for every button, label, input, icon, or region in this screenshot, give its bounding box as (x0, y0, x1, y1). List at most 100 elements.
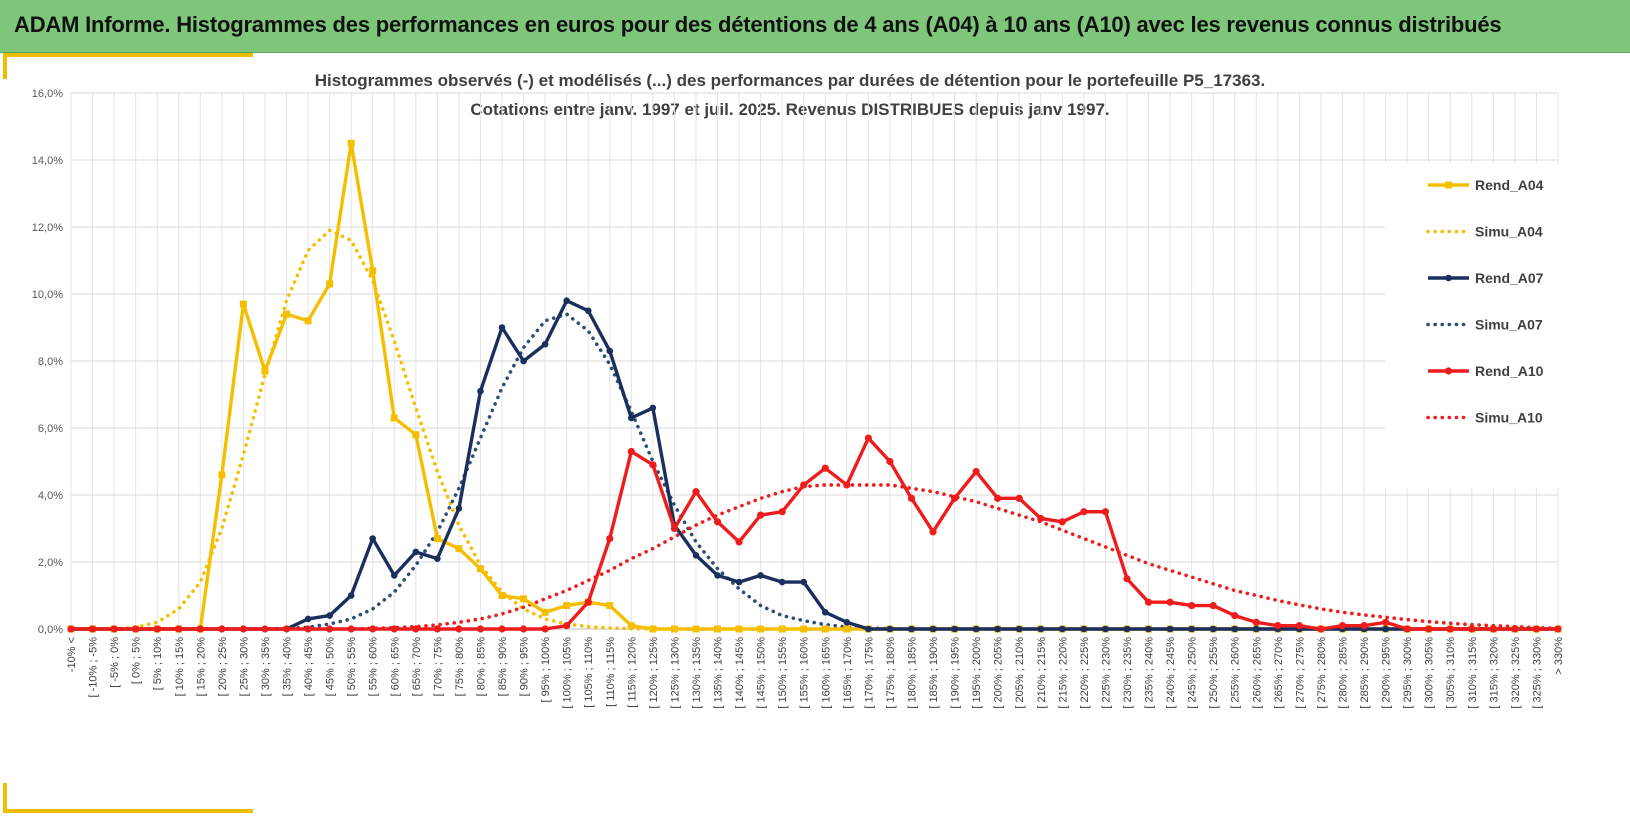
data-point (994, 625, 1001, 633)
chart-subtitle: Cotations entre janv. 1997 et juil. 2025… (470, 100, 1109, 119)
data-point (908, 625, 915, 633)
x-tick-label: [ 150% ; 155% (777, 637, 789, 709)
data-point (1037, 625, 1045, 633)
x-tick-label: [ 155% ; 160% (799, 637, 811, 709)
data-point (218, 625, 226, 633)
chart-title: Histogrammes observés (-) et modélisés (… (315, 71, 1265, 90)
x-tick-label: [ 290% ; 295% (1381, 637, 1393, 709)
x-tick-label: [ 80% ; 85% (475, 637, 487, 697)
data-point (1037, 514, 1045, 523)
data-point (455, 625, 463, 633)
data-point (1059, 625, 1066, 633)
data-point (843, 481, 851, 489)
x-tick-label: [ 180% ; 185% (906, 637, 918, 709)
legend-item: Rend_A04 (1428, 177, 1544, 193)
series-simu-a04 (69, 228, 1560, 631)
series-line (71, 298, 1558, 631)
x-axis: -10% < [ -10% ; -5% [ -5% ; 0% [ 0% ; 5% [ 5… (66, 637, 1565, 709)
x-tick-label: [ 235% ; 240% (1144, 637, 1156, 709)
x-tick-label: [ 295% ; 300% (1402, 637, 1414, 709)
data-point (1468, 625, 1476, 633)
y-tick-label: 4,0% (38, 490, 63, 502)
x-tick-label: [ 35% ; 40% (282, 637, 294, 697)
series-rend-a07 (67, 297, 1562, 633)
data-point (929, 625, 937, 633)
data-point (907, 494, 916, 502)
data-point (1102, 625, 1109, 633)
data-point (519, 625, 528, 633)
data-point (757, 625, 765, 633)
data-point (584, 598, 592, 606)
data-point (390, 414, 398, 422)
data-point (735, 625, 743, 633)
x-tick-label: [ 105% ; 110% (583, 637, 595, 708)
x-tick-label: [ 320% ; 325% (1510, 637, 1522, 709)
data-point (1145, 625, 1152, 633)
data-point (843, 619, 851, 626)
data-point (1446, 625, 1454, 633)
data-point (88, 625, 97, 633)
data-point (390, 572, 398, 579)
data-point (520, 595, 528, 603)
data-point (972, 467, 980, 476)
data-point (563, 622, 571, 630)
x-tick-label: [ 260% ; 265% (1251, 637, 1263, 709)
data-point (649, 625, 657, 633)
x-tick-label: [ 120% ; 125% (648, 637, 660, 709)
legend: Rend_A04 Simu_A04 Rend_A07 Simu_A07 Rend_A10… (1385, 163, 1593, 488)
data-point (864, 434, 872, 442)
data-point (304, 615, 312, 623)
x-tick-label: [ 130% ; 135% (691, 637, 703, 709)
x-tick-label: [ 70% ; 75% (432, 637, 444, 697)
data-point (1188, 601, 1196, 610)
data-point (757, 511, 765, 519)
data-point (261, 625, 269, 633)
data-point (498, 324, 506, 331)
data-point (1489, 625, 1497, 633)
data-point (1511, 625, 1519, 633)
data-point (153, 625, 161, 633)
x-tick-label: [ 90% ; 95% (519, 637, 531, 697)
data-point (110, 625, 118, 633)
x-tick-label: [ 195% ; 200% (971, 637, 983, 709)
grid (70, 92, 1559, 630)
data-point (627, 447, 635, 456)
data-point (347, 139, 355, 147)
data-point (606, 534, 614, 543)
x-tick-label: [ -10% ; -5% (88, 637, 100, 698)
data-point (563, 297, 570, 304)
data-point (714, 625, 722, 633)
data-point (886, 457, 894, 466)
data-point (821, 608, 829, 616)
x-tick-label: [ 10% ; 15% (174, 637, 186, 697)
y-tick-label: 8,0% (38, 356, 63, 368)
data-point (239, 300, 247, 308)
data-point (1080, 625, 1088, 633)
x-tick-label: [ 190% ; 195% (950, 637, 962, 709)
x-tick-label: [ 245% ; 250% (1187, 637, 1199, 709)
data-point (477, 387, 484, 395)
data-point (1252, 625, 1260, 633)
data-point (778, 578, 786, 586)
legend-item: Simu_A07 (1426, 317, 1543, 333)
x-tick-label: [ 230% ; 235% (1122, 637, 1134, 709)
data-point (886, 625, 894, 633)
data-point (714, 572, 721, 579)
y-tick-label: 16,0% (32, 88, 63, 100)
top-left-accent-horizontal (3, 53, 253, 57)
data-point (369, 535, 377, 542)
data-point (735, 578, 743, 586)
legend-label: Simu_A07 (1475, 317, 1543, 333)
x-tick-label: [ 60% ; 65% (389, 637, 401, 697)
y-tick-label: 0,0% (38, 624, 63, 636)
data-point (326, 280, 334, 288)
data-point (692, 552, 700, 559)
series-line (71, 141, 1558, 631)
x-tick-label: [ 185% ; 190% (928, 637, 940, 709)
data-point (628, 414, 635, 422)
data-point (218, 471, 226, 479)
x-tick-label: [ 160% ; 165% (820, 637, 832, 709)
data-point (649, 461, 657, 469)
data-point (713, 518, 722, 526)
x-tick-label: [ 240% ; 245% (1165, 637, 1177, 709)
